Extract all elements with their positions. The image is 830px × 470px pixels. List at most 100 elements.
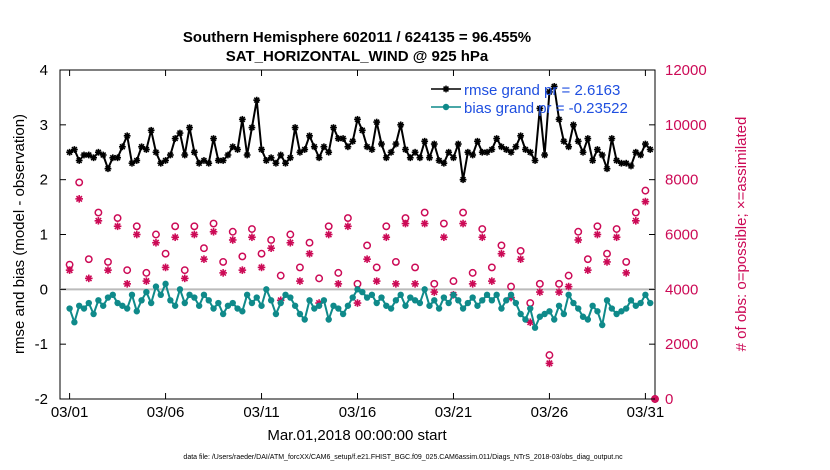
bias-point [411, 297, 419, 304]
rmse-point-d2 [133, 157, 140, 164]
obs-assimilated-point [536, 288, 544, 296]
obs-assimilated-point-d2 [162, 264, 169, 271]
obs-assimilated-point-d2 [325, 231, 333, 238]
rmse-point [421, 137, 429, 145]
bias-point [253, 294, 260, 301]
bias-point [114, 299, 121, 307]
rmse-point [166, 151, 174, 159]
rmse-point [234, 146, 241, 153]
legend-rmse-star [442, 85, 450, 93]
rmse-point [637, 151, 645, 159]
bias-point [474, 302, 481, 309]
rmse-point [171, 135, 179, 142]
bias-point [200, 291, 208, 299]
bias-point [104, 294, 112, 301]
rmse-point [526, 148, 534, 156]
bias-point [469, 294, 476, 301]
rmse-point [454, 140, 462, 148]
bias-point [498, 305, 505, 312]
obs-possible-point [190, 222, 199, 231]
legend-rmse-label: rmse grand pr = 2.6163 [464, 82, 620, 99]
bias-point [219, 310, 227, 318]
bias-point [455, 297, 462, 304]
rmse-point-d2 [440, 160, 447, 167]
bias-point [363, 294, 371, 301]
obs-assimilated-point-d2 [210, 228, 217, 236]
bias-point [618, 308, 625, 315]
obs-assimilated-point [65, 266, 74, 274]
rmse-point [517, 132, 525, 140]
rmse-point [430, 140, 438, 148]
obs-assimilated-point-d2 [287, 239, 294, 247]
bias-point [416, 299, 424, 307]
rmse-point [613, 157, 621, 164]
bias-point [397, 291, 404, 299]
obs-assimilated-point [478, 233, 487, 242]
rmse-point-d2 [503, 146, 510, 153]
obs-assimilated-point [459, 219, 467, 228]
rmse-point-d2 [426, 154, 433, 161]
rmse-point-d2 [560, 138, 567, 145]
obs-possible-point [104, 257, 112, 266]
rmse-points [66, 83, 654, 184]
bias-point [296, 310, 304, 318]
obs-assimilated-point [113, 222, 122, 231]
rmse-point-d2 [71, 146, 78, 153]
rmse-point-d2 [532, 157, 539, 164]
rmse-point [469, 151, 477, 159]
rmse-point-d2 [277, 151, 284, 159]
bias-point [143, 288, 150, 296]
rmse-point-d2 [392, 141, 399, 148]
chart-title: Southern Hemisphere 602011 / 624135 = 96… [183, 29, 531, 46]
bias-point [517, 310, 524, 318]
rmse-point-d2 [205, 160, 212, 167]
rmse-point-d2 [512, 143, 519, 150]
rmse-point [152, 148, 160, 156]
obs-assimilated-point [382, 233, 391, 242]
rmse-point-d2 [325, 149, 332, 156]
obs-assimilated-point-d2 [363, 255, 371, 263]
bias-point [503, 297, 510, 304]
obs-possible-point [420, 208, 429, 217]
obs-assimilated-point [430, 288, 439, 296]
rmse-point [210, 135, 217, 142]
rmse-point [186, 124, 193, 131]
obs-possible-point [449, 277, 458, 286]
rmse-point [464, 148, 472, 156]
rmse-point [502, 146, 510, 153]
bias-point [205, 297, 212, 304]
rmse-point [85, 151, 93, 159]
bias-point [589, 302, 596, 309]
legend-bias-label: bias grand pr = -0.23522 [464, 100, 628, 117]
rmse-point [570, 121, 577, 129]
rmse-point-d2 [344, 143, 351, 150]
obs-assimilated-point-d2 [143, 277, 150, 285]
rmse-point-d2 [402, 146, 409, 153]
right-y-axis-label: # of obs: o=possible; ×=assimilated [733, 117, 750, 352]
rmse-point [176, 129, 184, 137]
obs-possible-point [631, 208, 640, 217]
bias-point [176, 286, 184, 293]
x-tick-label-5: 03/26 [531, 404, 569, 421]
obs-assimilated-point-d2 [603, 258, 611, 266]
obs-possible-point [603, 249, 611, 258]
obs-possible-point [612, 225, 621, 233]
rmse-point-d2 [368, 146, 375, 153]
rmse-point [190, 148, 198, 156]
obs-possible-point [238, 252, 247, 261]
rmse-point [646, 146, 654, 153]
rmse-point-d2 [416, 154, 423, 161]
rmse-point [248, 124, 256, 131]
bias-point [354, 286, 361, 293]
obs-assimilated-point-d2 [75, 195, 83, 203]
rmse-point [368, 146, 376, 153]
rmse-point [229, 143, 237, 151]
rmse-point-d2 [488, 146, 495, 153]
rmse-point-d2 [268, 154, 275, 161]
bias-point [191, 294, 198, 301]
bias-point [152, 283, 160, 290]
bias-point [368, 291, 376, 299]
rmse-point [589, 157, 597, 164]
rmse-point-d2 [220, 157, 227, 164]
